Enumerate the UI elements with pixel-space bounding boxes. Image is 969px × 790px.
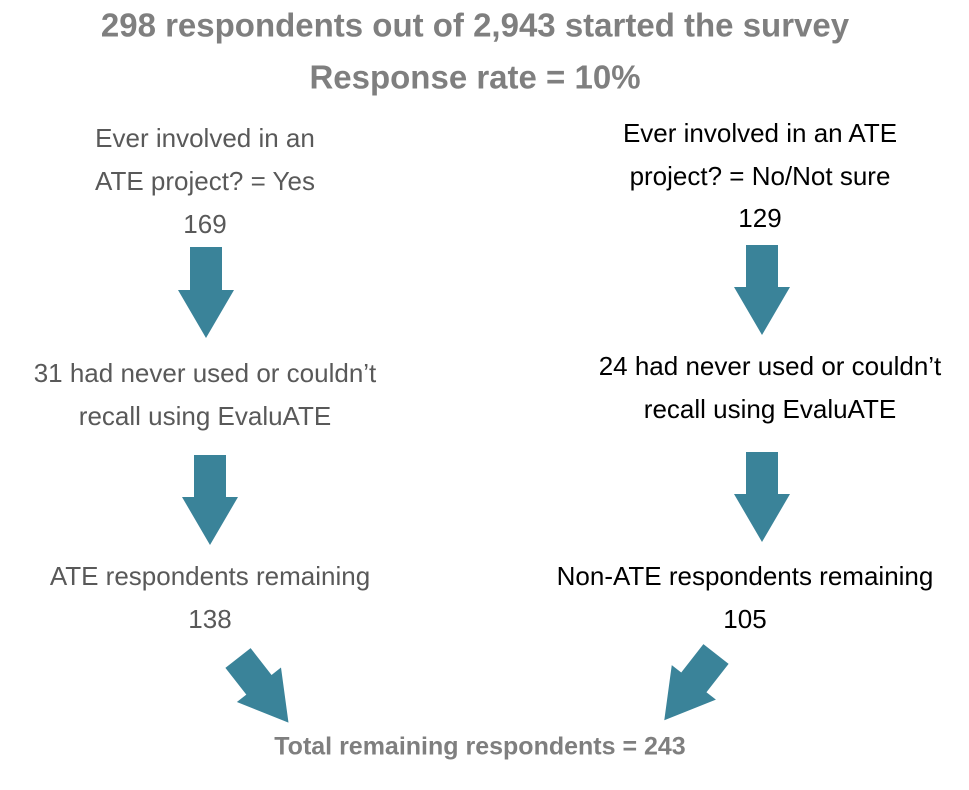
arrow bbox=[734, 452, 790, 542]
footer-text: Total remaining respondents = 243 bbox=[274, 733, 685, 761]
node-text: Non-ATE respondents remaining bbox=[557, 561, 934, 591]
arrow bbox=[225, 648, 289, 723]
node-text: recall using EvaluATE bbox=[644, 394, 896, 424]
arrow bbox=[182, 455, 238, 545]
node-text: 105 bbox=[723, 604, 766, 634]
node-text: recall using EvaluATE bbox=[79, 401, 331, 431]
node-text: Ever involved in an ATE bbox=[623, 118, 897, 148]
arrow bbox=[664, 644, 729, 721]
title-line: 298 respondents out of 2,943 started the… bbox=[101, 7, 850, 44]
node-text: ATE project? = Yes bbox=[95, 166, 315, 196]
arrow bbox=[734, 245, 790, 335]
arrow bbox=[178, 247, 234, 338]
node-text: Ever involved in an bbox=[95, 123, 315, 153]
node-text: project? = No/Not sure bbox=[630, 161, 891, 191]
node-text: 31 had never used or couldn’t bbox=[34, 358, 377, 388]
node-text: ATE respondents remaining bbox=[50, 561, 370, 591]
node-text: 138 bbox=[188, 604, 231, 634]
node-text: 169 bbox=[183, 209, 226, 239]
node-text: 129 bbox=[738, 203, 781, 233]
title-line: Response rate = 10% bbox=[309, 59, 640, 96]
node-text: 24 had never used or couldn’t bbox=[599, 351, 942, 381]
